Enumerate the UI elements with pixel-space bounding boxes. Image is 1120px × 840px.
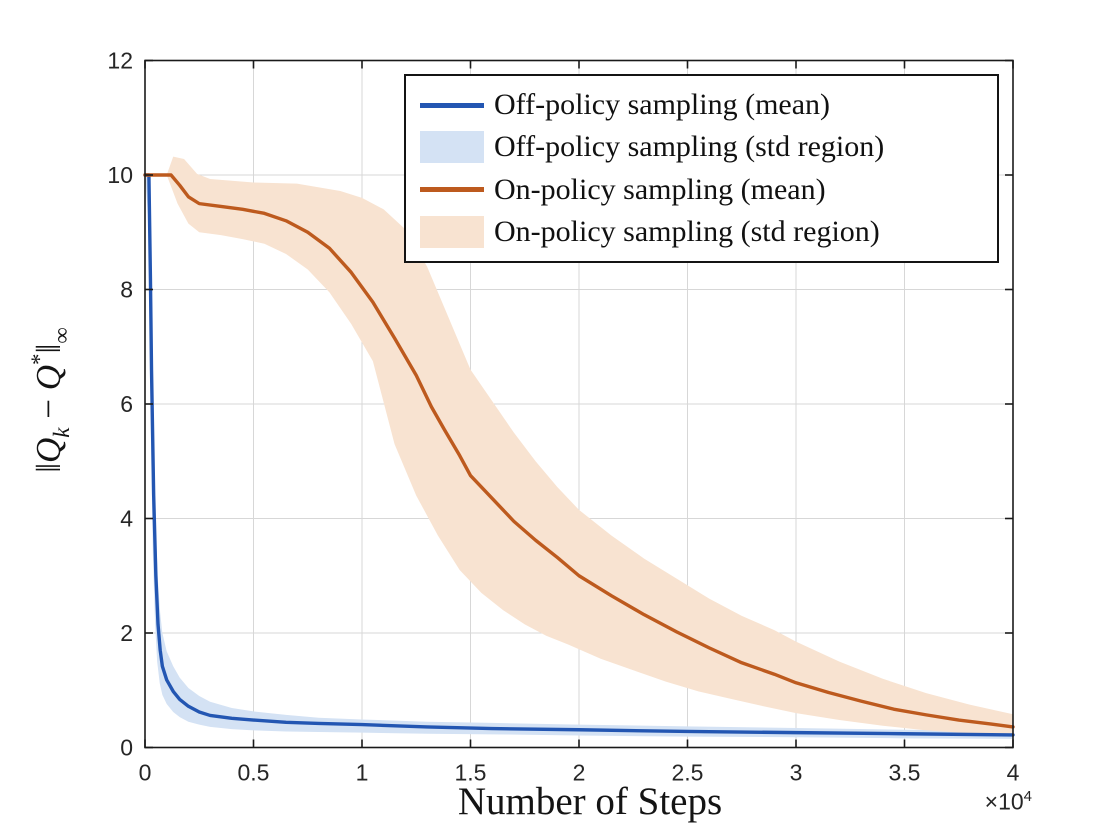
legend: Off-policy sampling (mean) Off-policy sa… — [404, 74, 999, 263]
x-tick-label: 2 — [573, 760, 586, 786]
legend-patch-swatch-blue — [420, 131, 484, 164]
x-tick-label: 1 — [356, 760, 369, 786]
off-policy-sampling-mean- — [143, 173, 1015, 737]
x-axis-label: Number of Steps — [457, 780, 723, 823]
y-axis-label-part: * — [27, 353, 52, 365]
legend-line-swatch-orange — [420, 187, 484, 193]
y-tick-label: 4 — [120, 506, 133, 532]
legend-item-onpolicy-mean: On-policy sampling (mean) — [420, 173, 991, 207]
x-tick-label: 0 — [139, 760, 152, 786]
y-tick-label: 12 — [107, 48, 133, 74]
y-axis-label-part: Q — [29, 437, 68, 463]
on-policy-sampling-std-region- — [166, 156, 1013, 736]
y-tick-label: 8 — [120, 277, 133, 303]
y-axis-label-part: Q — [29, 364, 68, 391]
y-axis-label: ‖Qk − Q*‖∞ — [14, 200, 74, 600]
x-tick-label: 3 — [790, 760, 803, 786]
y-tick-label: 6 — [120, 391, 133, 417]
legend-label: On-policy sampling (std region) — [494, 214, 880, 248]
x-tick-label: 0.5 — [238, 760, 270, 786]
legend-label: On-policy sampling (mean) — [494, 172, 826, 206]
y-axis-label-part: ‖ — [29, 462, 68, 473]
legend-item-offpolicy-mean: Off-policy sampling (mean) — [420, 88, 991, 122]
y-tick-label: 0 — [120, 735, 133, 761]
legend-item-onpolicy-std: On-policy sampling (std region) — [420, 215, 991, 249]
exponent-base: ×10 — [984, 788, 1024, 815]
on-policy-sampling-mean- — [143, 173, 1015, 729]
y-tick-label: 2 — [120, 620, 133, 646]
legend-item-offpolicy-std: Off-policy sampling (std region) — [420, 130, 991, 164]
x-tick-label: 4 — [1007, 760, 1020, 786]
y-tick-label: 10 — [107, 162, 133, 188]
x-axis-exponent: ×104 — [950, 788, 1032, 816]
x-tick-label: 3.5 — [889, 760, 921, 786]
y-axis-label-part: − — [29, 390, 68, 428]
legend-label: Off-policy sampling (mean) — [494, 88, 831, 122]
x-tick-label: 1.5 — [455, 760, 487, 786]
exponent-power: 4 — [1023, 788, 1032, 805]
legend-label: Off-policy sampling (std region) — [494, 130, 885, 164]
x-tick-label: 2.5 — [672, 760, 704, 786]
legend-line-swatch-blue — [420, 102, 484, 108]
y-axis-label-part: k — [49, 427, 74, 438]
y-axis-label-part: ∞ — [49, 327, 74, 344]
y-axis-label-part: ‖ — [29, 343, 68, 354]
legend-patch-swatch-orange — [420, 215, 484, 248]
